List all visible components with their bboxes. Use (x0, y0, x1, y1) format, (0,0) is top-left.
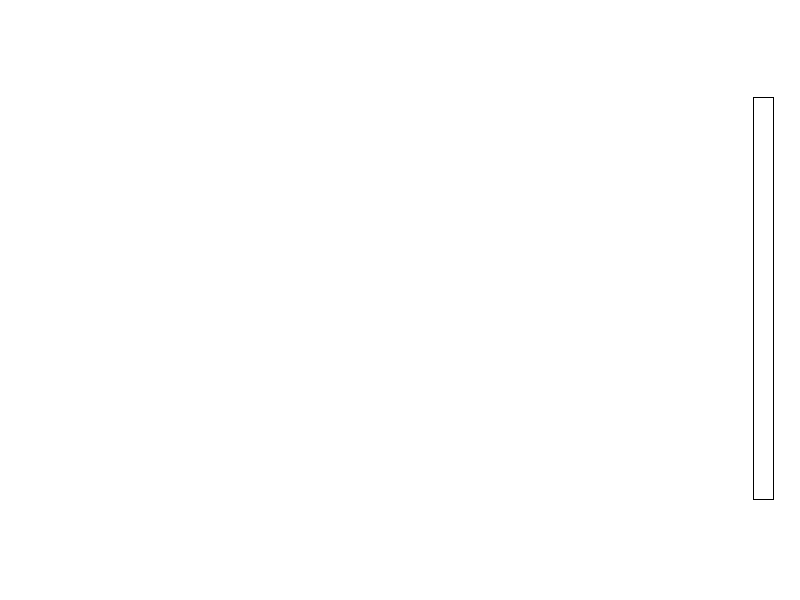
colorbar (753, 97, 774, 500)
max-velocity-swatch (780, 56, 793, 63)
plot-canvas (80, 62, 680, 540)
